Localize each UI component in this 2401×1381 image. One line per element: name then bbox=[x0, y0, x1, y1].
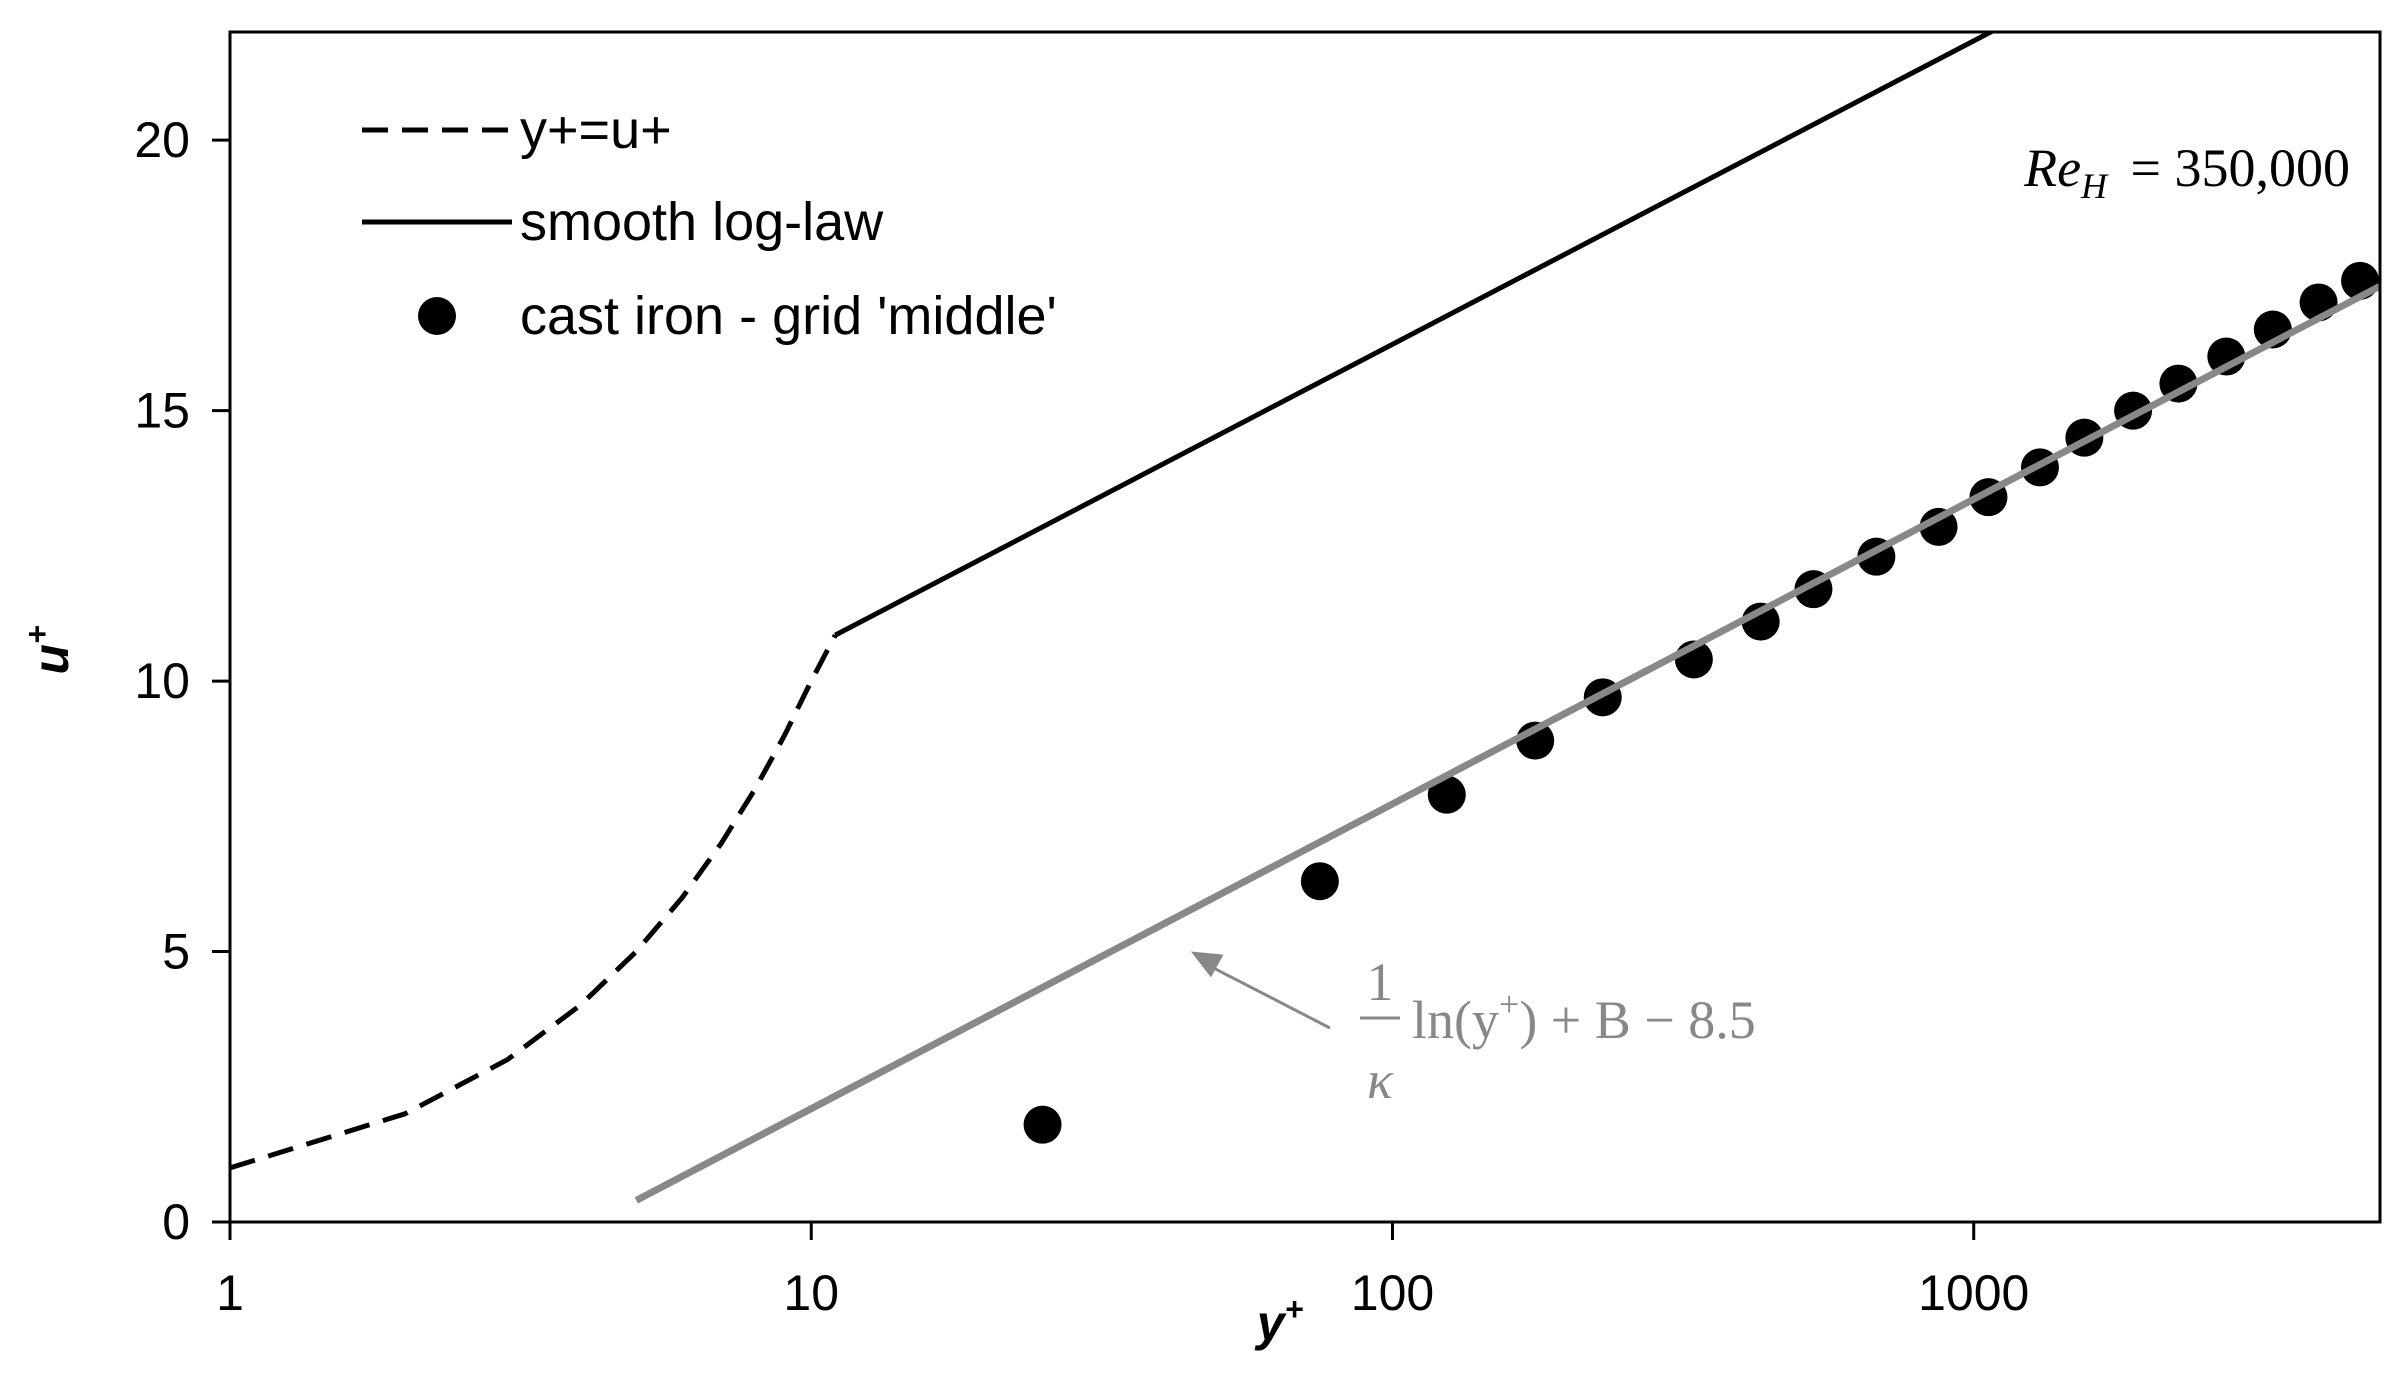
x-tick-label: 1000 bbox=[1918, 1265, 2029, 1321]
data-point bbox=[1919, 507, 1958, 546]
data-point bbox=[1300, 862, 1339, 901]
legend-marker bbox=[418, 297, 456, 335]
equation-arrow-line bbox=[1204, 962, 1331, 1030]
equation-body-pre: ln(y bbox=[1412, 990, 1499, 1050]
equation-body-post: ) + B − 8.5 bbox=[1519, 990, 1755, 1050]
y-axis-title-sup: + bbox=[19, 625, 55, 644]
data-point bbox=[2207, 337, 2246, 376]
legend-label: cast iron - grid 'middle' bbox=[520, 286, 1057, 346]
x-tick-label: 10 bbox=[783, 1265, 839, 1321]
y-tick-label: 20 bbox=[134, 112, 190, 168]
y-tick-label: 10 bbox=[134, 653, 190, 709]
data-point bbox=[1427, 775, 1466, 814]
x-axis-title-sup: + bbox=[1285, 1291, 1304, 1327]
axes: 0 5 10 15 20 1 10 100 1000 y+ u+ bbox=[19, 30, 2382, 1351]
y-tick-label: 0 bbox=[162, 1194, 190, 1250]
data-point bbox=[1023, 1105, 1062, 1144]
equation-denominator: κ bbox=[1367, 1050, 1394, 1110]
series-line bbox=[834, 32, 1997, 638]
y-tick-label: 15 bbox=[134, 383, 190, 439]
reynolds-lhs: Re bbox=[2023, 138, 2081, 198]
legend: y+=u+ smooth log-law cast iron - grid 'mid… bbox=[362, 100, 1057, 346]
y-tick-label: 5 bbox=[162, 924, 190, 980]
plot-frame bbox=[228, 30, 2382, 1224]
plot-area bbox=[230, 32, 2380, 1204]
reynolds-rhs: = 350,000 bbox=[2117, 138, 2350, 198]
equation-body-sup: + bbox=[1499, 984, 1519, 1024]
x-tick-label: 1 bbox=[216, 1265, 244, 1321]
series-line bbox=[230, 633, 838, 1171]
equation-numerator: 1 bbox=[1367, 952, 1394, 1012]
fit-line bbox=[634, 283, 2380, 1204]
annotations: ReH = 350,000 1 κ ln(y+) + B − 8.5 bbox=[1190, 138, 2350, 1110]
x-tick-label: 100 bbox=[1351, 1265, 1434, 1321]
legend-label: y+=u+ bbox=[520, 100, 672, 160]
reynolds-annotation: ReH = 350,000 bbox=[2023, 138, 2350, 206]
equation-body: ln(y+) + B − 8.5 bbox=[1412, 984, 1756, 1050]
reynolds-sub: H bbox=[2080, 166, 2109, 206]
equation-arrow-head bbox=[1190, 951, 1224, 978]
legend-label: smooth log-law bbox=[520, 192, 884, 252]
x-axis-title: y+ bbox=[1254, 1291, 1304, 1351]
y-axis-title: u+ bbox=[19, 625, 79, 674]
